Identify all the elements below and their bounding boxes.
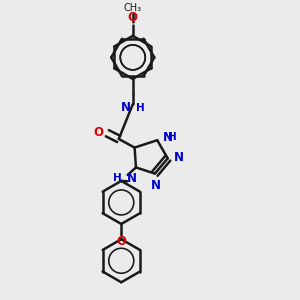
Text: H: H — [113, 173, 122, 183]
Text: N: N — [151, 179, 161, 192]
Text: CH₃: CH₃ — [124, 4, 142, 14]
Text: N: N — [162, 131, 172, 144]
Text: O: O — [116, 236, 126, 248]
Text: N: N — [174, 151, 184, 164]
Text: O: O — [94, 126, 104, 139]
Text: H: H — [168, 132, 177, 142]
Text: N: N — [127, 172, 137, 185]
Text: O: O — [128, 11, 138, 24]
Text: H: H — [136, 103, 144, 113]
Text: N: N — [121, 101, 130, 114]
